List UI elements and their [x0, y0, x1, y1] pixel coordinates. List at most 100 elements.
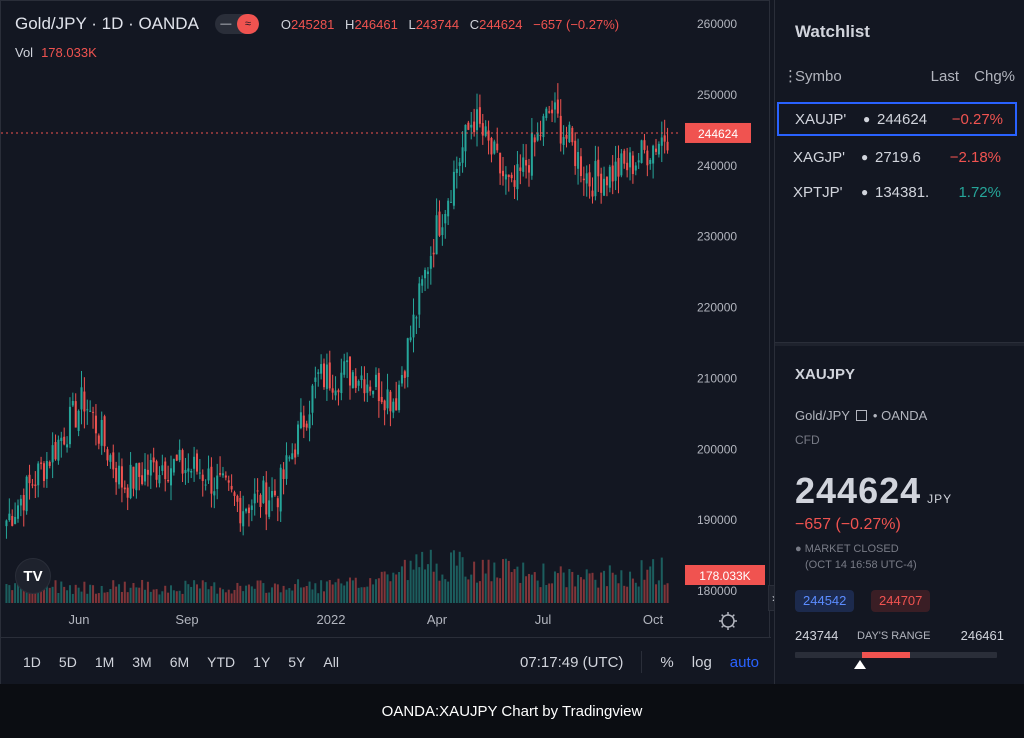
detail-name[interactable]: Gold/JPY — [795, 408, 850, 423]
candle-body — [204, 484, 207, 486]
candle-body — [660, 137, 663, 146]
open-label: O — [280, 16, 292, 32]
range-all-button[interactable]: All — [323, 653, 339, 670]
utc-clock[interactable]: 07:17:49 (UTC) — [520, 653, 624, 671]
candle-body — [369, 386, 372, 392]
candle-body — [467, 122, 470, 130]
panel-divider[interactable] — [775, 342, 1024, 346]
volume-bar — [444, 579, 447, 603]
range-6m-button[interactable]: 6M — [169, 653, 190, 670]
candle-body — [447, 200, 450, 217]
percent-toggle[interactable]: % — [660, 653, 674, 671]
volume-bar — [605, 586, 608, 603]
price-chart[interactable]: 260000 250000 240000 230000 220000 210000 2000… — [1, 1, 771, 685]
candle-body — [666, 141, 669, 151]
watchlist-row-xagjpy[interactable]: XAGJP' ● 2719.6 −2.18% — [777, 140, 1017, 174]
candle-body — [496, 143, 499, 151]
auto-toggle[interactable]: auto — [729, 653, 759, 671]
volume-bar — [565, 587, 568, 603]
candle-body — [603, 178, 606, 196]
candle-body — [25, 476, 28, 512]
status-dot-icon: ● — [861, 150, 869, 164]
range-5d-button[interactable]: 5D — [58, 653, 77, 670]
volume-bar — [603, 570, 606, 603]
ask-price[interactable]: 244707 — [871, 590, 931, 612]
candle-body — [585, 173, 588, 184]
volume-legend: Vol 178.033K — [15, 45, 97, 60]
candle-body — [374, 374, 377, 388]
col-chg[interactable]: Chg% — [974, 68, 1015, 85]
candle-body — [415, 317, 418, 319]
candle-body — [395, 398, 398, 411]
minus-icon[interactable]: — — [220, 18, 232, 30]
volume-bar — [533, 572, 536, 603]
candle-body — [527, 165, 530, 173]
candle-body — [245, 508, 248, 512]
chart-legend: Gold/JPY · 1D · OANDA — ≈ O245281 H24646… — [15, 14, 626, 34]
price-tick-label: 190000 — [697, 513, 737, 527]
candle-body — [551, 109, 554, 114]
candle-body — [383, 400, 386, 411]
detail-symbol[interactable]: XAUJPY — [795, 366, 856, 383]
high-value: 246461 — [354, 16, 398, 32]
last-price-tag-bg — [685, 122, 751, 143]
volume-bar — [340, 583, 343, 603]
day-range-fill — [861, 652, 911, 658]
candle-body — [210, 466, 213, 494]
volume-bar — [302, 587, 305, 603]
volume-bar — [282, 585, 285, 603]
col-last[interactable]: Last — [930, 68, 959, 85]
wave-icon[interactable]: ≈ — [236, 14, 259, 34]
range-ytd-button[interactable]: YTD — [207, 653, 236, 670]
watchlist-title: Watchlist — [795, 22, 870, 41]
volume-bar — [233, 589, 236, 603]
watchlist-row-xptjpy[interactable]: XPTJP' ● 134381. 1.72% — [777, 175, 1017, 209]
external-link-icon[interactable] — [855, 410, 867, 421]
gear-icon[interactable] — [721, 614, 735, 628]
row-chg: −0.27% — [951, 110, 1003, 128]
symbol-title[interactable]: Gold/JPY · 1D · OANDA — [15, 14, 199, 33]
col-symbol[interactable]: ⋮ Symbo — [781, 68, 899, 85]
tradingview-logo[interactable]: TV — [15, 558, 51, 594]
candle-body — [412, 314, 415, 338]
candle-body — [501, 170, 505, 177]
price-tick-label: 250000 — [697, 88, 737, 102]
candle-body — [620, 153, 623, 176]
candle-body — [187, 468, 190, 472]
volume-bar — [611, 572, 614, 603]
candle-body — [291, 453, 294, 460]
candle-body — [71, 400, 74, 406]
gear-icon-tooth — [731, 624, 735, 628]
candle-body — [594, 160, 597, 197]
candle-body — [432, 252, 435, 255]
candle-body — [562, 137, 565, 145]
watchlist-row-xaujpy[interactable]: XAUJP' ● 244624 −0.27% — [777, 102, 1017, 136]
candle-body — [629, 152, 632, 168]
candle-body — [360, 375, 363, 381]
candle-body — [490, 138, 493, 155]
chart-pane[interactable]: 260000 250000 240000 230000 220000 210000 2000… — [0, 0, 771, 685]
range-1y-button[interactable]: 1Y — [253, 653, 271, 670]
row-last: 134381. — [875, 183, 930, 201]
volume-bar — [452, 550, 455, 603]
candle-body — [282, 469, 285, 480]
volume-bar — [490, 581, 493, 603]
volume-bar — [337, 578, 340, 603]
indicator-toggle[interactable]: — ≈ — [214, 14, 259, 34]
volume-bar — [94, 593, 97, 603]
log-toggle[interactable]: log — [691, 653, 712, 671]
status-dot-icon: ● — [861, 185, 869, 199]
range-1d-button[interactable]: 1D — [23, 653, 41, 670]
high-label: H — [345, 16, 355, 32]
candle-body — [504, 174, 507, 180]
range-3m-button[interactable]: 3M — [132, 653, 152, 670]
candle-body — [103, 416, 106, 447]
range-5y-button[interactable]: 5Y — [288, 653, 306, 670]
range-1m-button[interactable]: 1M — [94, 653, 115, 670]
volume-bar — [112, 580, 115, 603]
bid-price[interactable]: 244542 — [795, 590, 855, 612]
candle-body — [207, 468, 210, 481]
volume-bar — [594, 579, 597, 603]
drag-handle-icon[interactable]: ⋮ — [783, 68, 798, 85]
